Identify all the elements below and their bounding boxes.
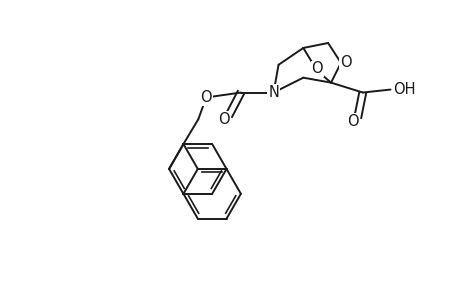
Text: O: O	[311, 61, 322, 76]
Text: OH: OH	[392, 82, 415, 97]
Text: N: N	[268, 85, 279, 100]
Text: O: O	[346, 114, 358, 129]
Text: O: O	[200, 90, 212, 105]
Text: O: O	[218, 112, 230, 127]
Text: O: O	[339, 55, 351, 70]
